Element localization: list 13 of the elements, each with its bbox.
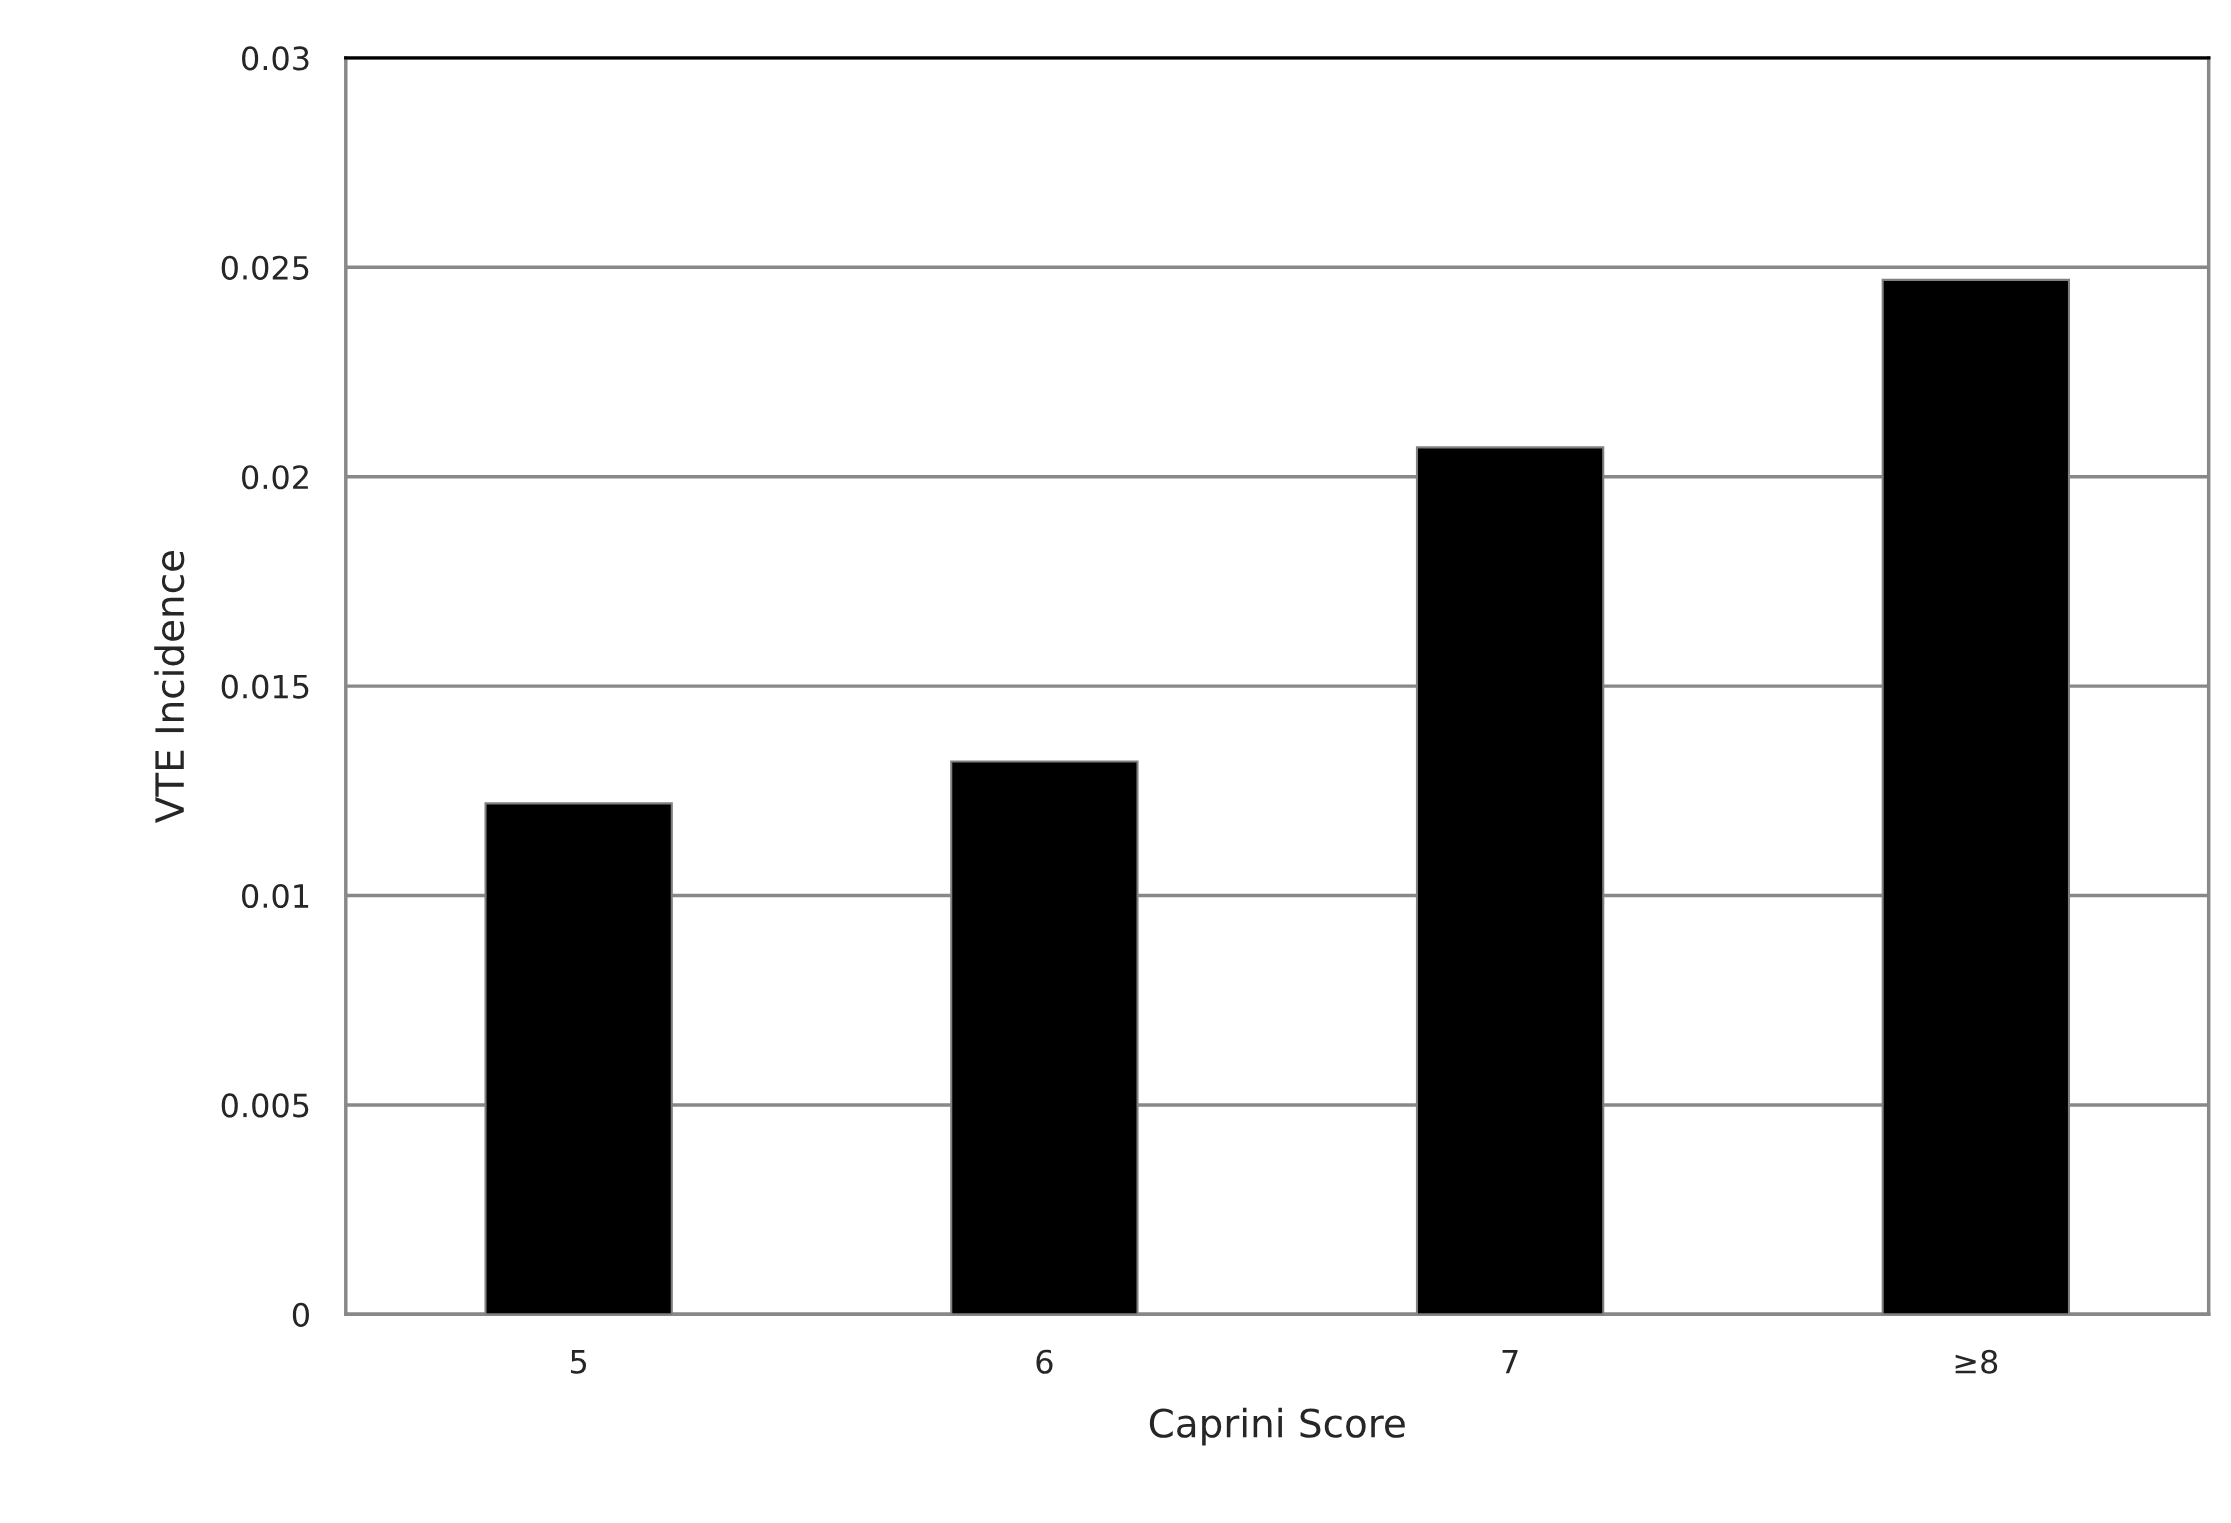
y-axis-title: VTE Incidence	[154, 551, 185, 823]
x-tick-label: ≥8	[1955, 1349, 1998, 1374]
y-tick-label: 0.02	[242, 465, 308, 490]
x-tick-label: 6	[1036, 1349, 1053, 1374]
x-tick-label: 5	[570, 1350, 587, 1374]
x-axis-title: Caprini Score	[1149, 1407, 1405, 1446]
x-tick-label: 7	[1502, 1350, 1518, 1374]
y-tick-label: 0.005	[221, 1093, 309, 1118]
y-tick-label: 0.015	[221, 674, 309, 699]
y-tick-label: 0.01	[242, 883, 309, 909]
y-tick-label: 0	[292, 1302, 309, 1327]
y-tick-label: 0.025	[221, 255, 309, 280]
y-tick-label: 0.03	[242, 46, 309, 71]
